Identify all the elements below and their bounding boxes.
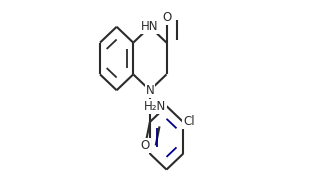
Text: HN: HN bbox=[141, 20, 159, 33]
Text: O: O bbox=[162, 11, 171, 24]
Text: O: O bbox=[140, 139, 150, 152]
Text: H₂N: H₂N bbox=[144, 100, 166, 113]
Text: Cl: Cl bbox=[183, 116, 195, 128]
Text: N: N bbox=[145, 84, 154, 97]
